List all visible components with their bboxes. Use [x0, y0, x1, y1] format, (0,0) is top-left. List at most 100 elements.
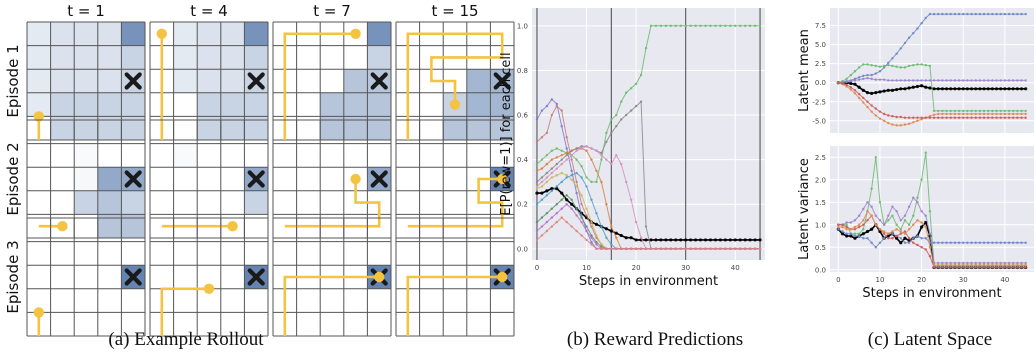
- data-point: [941, 79, 944, 82]
- data-point: [535, 203, 539, 206]
- data-point: [1011, 241, 1015, 244]
- data-point: [629, 109, 633, 112]
- data-point: [895, 210, 898, 213]
- data-point: [991, 79, 994, 82]
- y-tick-label: 5.0: [815, 41, 826, 49]
- data-point: [555, 174, 558, 177]
- belief-cell: [173, 45, 198, 70]
- data-point: [841, 230, 844, 233]
- data-point: [866, 201, 869, 204]
- belief-cell: [244, 45, 268, 70]
- data-point: [962, 116, 965, 119]
- data-point: [689, 238, 693, 242]
- data-point: [936, 87, 940, 91]
- data-point: [895, 115, 898, 119]
- agent-position: [203, 283, 215, 294]
- data-point: [937, 116, 940, 119]
- data-point: [982, 112, 986, 116]
- data-point: [995, 12, 998, 16]
- data-point: [965, 87, 969, 91]
- data-point: [555, 220, 558, 224]
- data-point: [928, 210, 932, 213]
- y-axis-label: Latent variance: [797, 158, 812, 260]
- data-point: [590, 158, 593, 161]
- data-point: [962, 241, 965, 244]
- data-point: [857, 232, 861, 235]
- data-point: [966, 116, 969, 119]
- belief-cell: [490, 92, 514, 117]
- data-point: [570, 178, 573, 181]
- data-point: [899, 115, 902, 119]
- data-point: [887, 79, 890, 82]
- data-point: [615, 113, 618, 117]
- belief-cell: [27, 92, 51, 117]
- data-point: [941, 264, 944, 267]
- data-point: [907, 122, 911, 126]
- y-tick-label: 1.5: [815, 199, 826, 207]
- data-point: [932, 266, 936, 269]
- data-point: [891, 115, 894, 118]
- belief-cell: [50, 116, 75, 140]
- data-point: [857, 85, 861, 89]
- data-point: [758, 247, 762, 251]
- grid-world: [149, 119, 269, 239]
- data-point: [570, 202, 574, 206]
- agent-path: [283, 275, 380, 336]
- row-title: Episode 2: [4, 142, 22, 215]
- data-point: [565, 176, 568, 179]
- data-point: [600, 225, 603, 228]
- data-point: [924, 237, 927, 240]
- data-point: [912, 121, 915, 124]
- data-point: [882, 230, 886, 233]
- data-point: [957, 266, 961, 269]
- data-point: [555, 211, 558, 215]
- data-point: [899, 87, 903, 91]
- data-point: [1024, 87, 1028, 91]
- data-point: [899, 228, 902, 231]
- data-point: [862, 207, 865, 211]
- data-point: [1003, 116, 1007, 119]
- data-point: [891, 232, 894, 235]
- data-point: [550, 171, 554, 175]
- data-point: [545, 229, 549, 233]
- data-point: [550, 225, 554, 228]
- belief-cell: [97, 190, 122, 215]
- data-point: [565, 158, 568, 161]
- data-point: [570, 153, 573, 157]
- data-point: [753, 238, 757, 242]
- data-point: [916, 79, 919, 82]
- grid-world: [395, 119, 515, 239]
- data-point: [669, 24, 673, 28]
- y-tick-label: 0.6: [517, 112, 529, 120]
- data-point: [970, 109, 973, 113]
- panel-a-rollout: t = 1 t = 4 t = 7 t = 15 Episode 1 Episode 2 E…: [4, 2, 515, 337]
- data-point: [903, 230, 907, 233]
- data-point: [932, 264, 936, 267]
- data-point: [849, 221, 853, 224]
- data-point: [1020, 12, 1023, 16]
- data-point: [903, 123, 907, 126]
- data-point: [862, 63, 865, 66]
- data-point: [729, 24, 732, 28]
- belief-cell: [74, 144, 98, 168]
- data-point: [878, 70, 882, 73]
- belief-cell: [367, 22, 391, 46]
- data-point: [575, 147, 578, 150]
- data-point: [957, 109, 961, 113]
- y-tick-label: 0.4: [517, 156, 529, 164]
- data-point: [540, 225, 544, 228]
- data-point: [837, 225, 840, 229]
- data-point: [999, 261, 1002, 265]
- data-point: [739, 247, 742, 251]
- data-point: [719, 24, 722, 28]
- data-point: [987, 12, 990, 16]
- data-point: [565, 151, 568, 155]
- data-point: [734, 247, 737, 251]
- data-point: [609, 229, 613, 233]
- data-point: [560, 216, 563, 219]
- data-point: [987, 116, 990, 119]
- data-point: [866, 73, 869, 77]
- data-point: [870, 77, 873, 81]
- data-point: [585, 176, 588, 179]
- data-point: [550, 167, 554, 170]
